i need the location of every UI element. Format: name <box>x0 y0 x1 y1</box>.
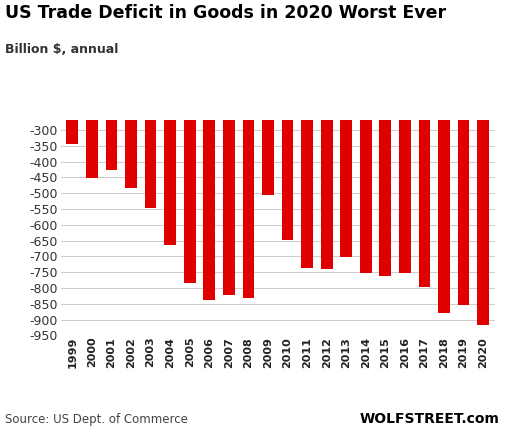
Bar <box>106 35 117 170</box>
Bar <box>379 35 391 276</box>
Bar <box>340 35 352 257</box>
Bar <box>262 35 274 195</box>
Bar <box>321 35 332 269</box>
Text: US Trade Deficit in Goods in 2020 Worst Ever: US Trade Deficit in Goods in 2020 Worst … <box>5 4 446 22</box>
Bar <box>282 35 293 240</box>
Bar <box>125 35 137 188</box>
Bar <box>223 35 235 295</box>
Bar <box>164 35 176 245</box>
Bar <box>204 35 215 300</box>
Bar <box>438 35 450 313</box>
Bar <box>419 35 430 287</box>
Text: Billion $, annual: Billion $, annual <box>5 43 119 56</box>
Text: WOLFSTREET.com: WOLFSTREET.com <box>360 412 500 426</box>
Text: Source: US Dept. of Commerce: Source: US Dept. of Commerce <box>5 413 188 426</box>
Bar <box>477 35 489 325</box>
Bar <box>184 35 195 283</box>
Bar <box>399 35 411 273</box>
Bar <box>242 35 255 298</box>
Bar <box>67 35 78 144</box>
Bar <box>145 35 157 208</box>
Bar <box>458 35 470 305</box>
Bar <box>86 35 98 178</box>
Bar <box>301 35 313 268</box>
Bar <box>360 35 372 273</box>
